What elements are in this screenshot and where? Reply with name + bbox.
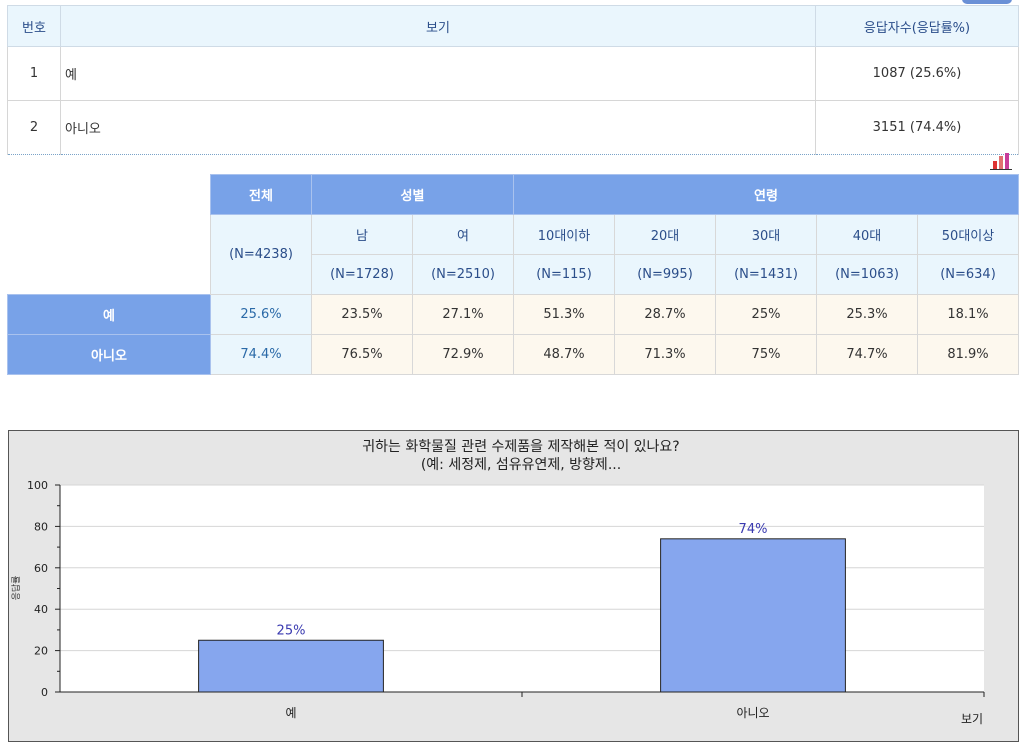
row-number: 1 [7,46,61,101]
chart-svg: 귀하는 화학물질 관련 수제품을 제작해본 적이 있나요? (예: 세정제, 섬… [10,439,985,726]
sub-col-label: 40대 [816,214,918,255]
sub-col-label: 30대 [715,214,817,255]
data-label: 25% [277,623,306,638]
row-label: 아니오 [7,334,211,375]
header-age: 연령 [513,174,1019,215]
chart-title: 귀하는 화학물질 관련 수제품을 제작해본 적이 있나요? [362,439,680,455]
header-gender: 성별 [311,174,514,215]
sub-col-n: (N=995) [614,254,716,295]
cell-value: 23.5% [311,294,413,335]
cell-value: 28.7% [614,294,716,335]
cell-total: 74.4% [210,334,312,375]
y-tick-label: 80 [34,520,48,533]
y-tick-label: 40 [34,603,48,616]
header-count: 응답자수(응답률%) [815,5,1019,47]
cell-value: 74.7% [816,334,918,375]
y-tick-label: 20 [34,645,48,658]
y-tick-label: 0 [41,686,48,699]
crosstab-table: 전체 성별 연령 (N=4238) 남 여 10대이하 20대 30대 40대 … [7,174,1019,375]
header-number: 번호 [7,5,61,47]
sub-col-label: 여 [412,214,514,255]
x-tick-label: 아니오 [736,706,769,720]
sub-col-n: (N=115) [513,254,615,295]
data-label: 74% [739,522,768,537]
top-tab-button[interactable] [962,0,1012,4]
sub-col-n: (N=1728) [311,254,413,295]
summary-row: 1 예 1087 (25.6%) [7,46,1019,101]
y-axis-label: 응답률 [10,576,22,601]
crosstab-corner [7,174,211,295]
cell-value: 76.5% [311,334,413,375]
x-axis-label: 보기 [961,712,983,726]
total-n: (N=4238) [210,214,312,295]
header-total: 전체 [210,174,312,215]
row-number: 2 [7,100,61,155]
sub-col-label: 남 [311,214,413,255]
cell-value: 81.9% [917,334,1019,375]
sub-col-n: (N=2510) [412,254,514,295]
y-tick-label: 60 [34,562,48,575]
cell-value: 48.7% [513,334,615,375]
cell-value: 51.3% [513,294,615,335]
bar-chart-icon[interactable] [990,152,1012,170]
bar [660,538,846,693]
sub-col-label: 20대 [614,214,716,255]
sub-col-label: 10대이하 [513,214,615,255]
sub-col-n: (N=1063) [816,254,918,295]
cell-value: 71.3% [614,334,716,375]
summary-table: 번호 보기 응답자수(응답률%) 1 예 1087 (25.6%) 2 아니오 … [7,5,1019,155]
row-count: 3151 (74.4%) [815,100,1019,155]
cell-total: 25.6% [210,294,312,335]
sub-col-n: (N=1431) [715,254,817,295]
row-option: 아니오 [60,100,816,155]
cell-value: 75% [715,334,817,375]
bar [198,639,384,693]
sub-col-n: (N=634) [917,254,1019,295]
summary-row: 2 아니오 3151 (74.4%) [7,100,1019,155]
cell-value: 25% [715,294,817,335]
row-count: 1087 (25.6%) [815,46,1019,101]
crosstab-row: 예 25.6% 23.5% 27.1% 51.3% 28.7% 25% 25.3… [7,294,1019,335]
cell-value: 72.9% [412,334,514,375]
x-tick-label: 예 [285,706,296,720]
cell-value: 18.1% [917,294,1019,335]
chart-subtitle: (예: 세정제, 섬유유연제, 방향제... [421,457,621,473]
y-tick-label: 100 [27,479,48,492]
row-option: 예 [60,46,816,101]
cell-value: 25.3% [816,294,918,335]
header-option: 보기 [60,5,816,47]
cell-value: 27.1% [412,294,514,335]
bar-chart: 귀하는 화학물질 관련 수제품을 제작해본 적이 있나요? (예: 세정제, 섬… [8,430,1019,742]
summary-header-row: 번호 보기 응답자수(응답률%) [7,5,1019,47]
crosstab-row: 아니오 74.4% 76.5% 72.9% 48.7% 71.3% 75% 74… [7,334,1019,375]
row-label: 예 [7,294,211,335]
sub-col-label: 50대이상 [917,214,1019,255]
